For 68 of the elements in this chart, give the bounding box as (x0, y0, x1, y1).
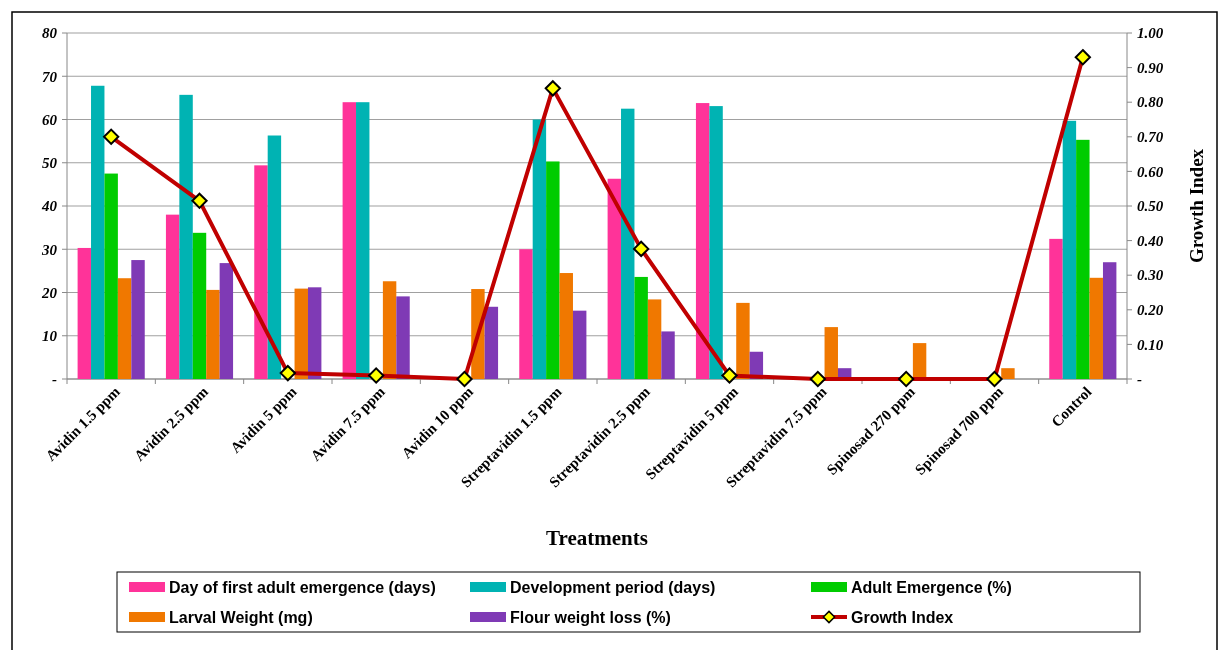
bar (559, 273, 573, 379)
bar (267, 135, 282, 379)
y2-tick-label: 1.00 (1137, 25, 1164, 42)
bar (179, 94, 193, 379)
bar (484, 306, 499, 379)
legend-label: Growth Index (851, 608, 954, 626)
y-tick-label: 20 (41, 284, 58, 301)
bar (661, 331, 675, 379)
bar (695, 103, 710, 379)
y-tick-label: 80 (42, 25, 58, 42)
legend-label: Flour weight loss (%) (510, 608, 671, 626)
bar (546, 161, 560, 379)
bar (77, 247, 92, 379)
bar (519, 249, 533, 379)
y-tick-label: 40 (41, 198, 58, 215)
bar (131, 260, 145, 379)
y2-tick-label: 0.30 (1137, 267, 1164, 284)
bar (1089, 277, 1103, 379)
bar (104, 173, 118, 379)
bar (709, 106, 723, 379)
y2-tick-label: 0.90 (1137, 59, 1164, 76)
bar (294, 288, 308, 379)
bar (254, 165, 268, 379)
bar (532, 119, 547, 379)
bar (572, 310, 587, 379)
bar (382, 281, 397, 379)
y-tick-label: 70 (42, 68, 58, 85)
bar (356, 102, 370, 379)
y2-tick-label: 0.80 (1137, 94, 1164, 111)
bar (396, 296, 410, 379)
bar (647, 299, 662, 379)
bar (1102, 262, 1117, 379)
bar (736, 302, 750, 379)
bar (607, 178, 622, 379)
bar (1049, 238, 1063, 379)
y2-tick-label: 0.60 (1137, 163, 1164, 180)
y-tick-label: 50 (42, 155, 58, 171)
x-axis-title: Treatments (546, 526, 648, 550)
bar (91, 85, 105, 379)
bar (206, 289, 220, 379)
bar (117, 278, 132, 379)
legend-label: Adult Emergence (%) (851, 578, 1012, 596)
bar (912, 343, 927, 379)
bar (342, 102, 357, 379)
bar (192, 232, 207, 379)
bar (1001, 368, 1015, 379)
y-tick-label: 10 (42, 328, 58, 344)
bar (621, 108, 635, 379)
bar (219, 263, 234, 379)
y2-tick-label: 0.40 (1137, 232, 1164, 249)
legend-label: Development period (days) (510, 578, 716, 596)
y2-tick-label: 0.10 (1137, 336, 1164, 353)
legend-label: Larval Weight (mg) (169, 608, 313, 626)
y-tick-label: 60 (42, 111, 58, 128)
bar (1076, 139, 1090, 379)
y2-tick-label: 0.50 (1137, 198, 1164, 215)
y2-tick-label: 0.70 (1137, 129, 1164, 146)
y-tick-label: 30 (41, 241, 58, 258)
bar (824, 327, 838, 379)
y2-axis-title: Growth Index (1186, 148, 1207, 264)
y-tick-label: - (52, 371, 57, 388)
bar (307, 287, 322, 379)
legend-label: Day of first adult emergence (days) (169, 578, 436, 596)
bar (1062, 120, 1077, 379)
y2-tick-label: - (1137, 371, 1142, 388)
bar (165, 214, 180, 379)
y2-tick-label: 0.20 (1137, 302, 1164, 319)
bar (634, 276, 648, 379)
